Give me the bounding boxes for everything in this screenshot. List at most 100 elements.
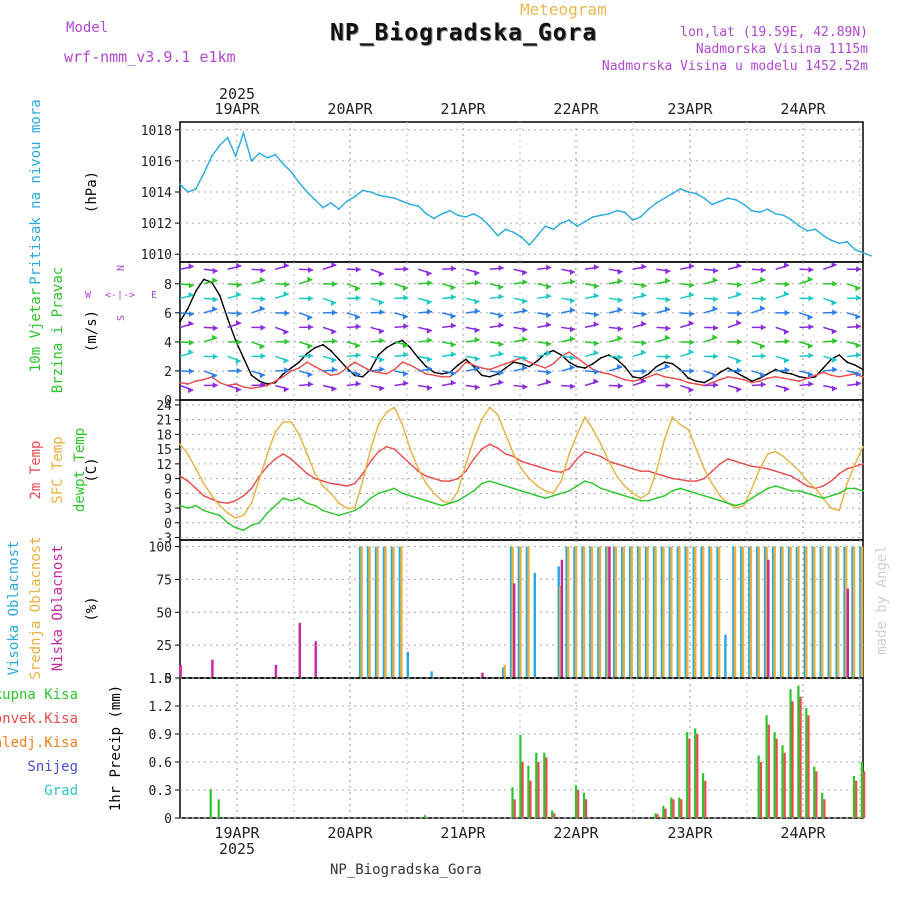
wind-arrow-head bbox=[522, 326, 528, 333]
x-day-bottom: 20APR bbox=[327, 824, 373, 842]
data-point bbox=[687, 428, 690, 431]
data-point bbox=[322, 485, 324, 487]
x-day-top: 20APR bbox=[327, 100, 373, 118]
bar-visoka-oblacnost bbox=[613, 546, 616, 678]
wind-arrow-head bbox=[498, 293, 504, 300]
data-point bbox=[735, 377, 737, 380]
data-point bbox=[457, 370, 459, 372]
data-point bbox=[814, 228, 817, 231]
bar-konvek-kisa bbox=[577, 790, 580, 818]
data-point bbox=[536, 364, 539, 366]
data-point bbox=[576, 357, 578, 359]
data-point bbox=[830, 507, 833, 509]
data-point bbox=[457, 214, 459, 217]
data-point bbox=[258, 152, 261, 155]
data-point bbox=[242, 494, 245, 497]
data-point bbox=[615, 358, 618, 361]
wind-arrow-head bbox=[689, 310, 695, 317]
data-point bbox=[457, 477, 459, 480]
bar-konvek-kisa bbox=[672, 799, 675, 818]
bar-srednja-oblacnost bbox=[662, 546, 665, 678]
data-point bbox=[417, 497, 420, 500]
wind-arrow-head bbox=[569, 364, 575, 371]
data-point bbox=[417, 357, 420, 359]
data-point bbox=[472, 364, 475, 366]
data-point bbox=[234, 499, 237, 502]
wind-arrow-head bbox=[450, 341, 456, 348]
data-point bbox=[290, 499, 293, 502]
data-point bbox=[409, 346, 412, 349]
data-point bbox=[663, 197, 666, 200]
wind-arrow-head bbox=[546, 312, 552, 319]
data-point bbox=[631, 219, 634, 221]
data-point bbox=[218, 501, 221, 504]
wind-arrow-head bbox=[403, 380, 409, 387]
data-point bbox=[202, 172, 205, 175]
wind-arrow-head bbox=[665, 353, 671, 360]
data-point bbox=[361, 472, 364, 475]
wind-arrow-head bbox=[736, 357, 742, 364]
data-point bbox=[862, 490, 864, 492]
wind-arrow-head bbox=[546, 321, 552, 328]
data-point bbox=[790, 463, 793, 465]
data-point bbox=[838, 375, 841, 378]
wind-arrow-head bbox=[617, 306, 623, 313]
wind-arrow-head bbox=[331, 261, 337, 268]
data-point bbox=[282, 453, 285, 455]
wind-arrow-head bbox=[236, 291, 242, 298]
data-point bbox=[266, 465, 269, 468]
bar-visoka-oblacnost bbox=[644, 546, 648, 678]
data-point bbox=[401, 423, 404, 426]
data-point bbox=[282, 163, 285, 165]
data-point bbox=[735, 460, 737, 463]
data-point bbox=[623, 378, 626, 381]
data-point bbox=[449, 375, 451, 378]
data-point bbox=[330, 492, 332, 495]
bar-srednja-oblacnost bbox=[384, 546, 387, 678]
wind-arrow-head bbox=[450, 351, 456, 358]
wind-arrow-head bbox=[665, 268, 671, 275]
wind-arrow-head bbox=[498, 312, 504, 319]
wind-arrow-head bbox=[474, 384, 480, 391]
bar-visoka-oblacnost bbox=[533, 572, 536, 678]
axis-unit: (C) bbox=[84, 457, 100, 482]
wind-arrow-head bbox=[403, 342, 409, 349]
wind-arrow-head bbox=[784, 281, 790, 288]
data-point bbox=[488, 480, 491, 482]
y-tick-label: 1.5 bbox=[149, 672, 172, 687]
wind-arrow-head bbox=[783, 290, 789, 297]
y-tick-label: 18 bbox=[156, 428, 172, 443]
bar-visoka-oblacnost bbox=[835, 546, 838, 678]
bar-srednja-oblacnost bbox=[757, 546, 760, 678]
wind-arrow-head bbox=[856, 294, 862, 301]
data-point bbox=[766, 467, 769, 470]
wind-arrow-head bbox=[593, 321, 599, 328]
data-point bbox=[552, 349, 555, 352]
x-day-top: 22APR bbox=[553, 100, 599, 118]
data-point bbox=[703, 381, 706, 384]
bar-ukupna-kisa bbox=[757, 755, 760, 818]
bar-konvek-kisa bbox=[783, 752, 786, 818]
wind-arrow-head bbox=[426, 299, 432, 306]
data-point bbox=[401, 492, 404, 495]
data-point bbox=[862, 251, 864, 254]
data-point bbox=[560, 480, 563, 482]
data-point bbox=[774, 368, 777, 371]
bar-srednja-oblacnost bbox=[749, 546, 753, 678]
data-point bbox=[195, 504, 197, 507]
model-elevation: Nadmorska Visina u modelu 1452.52m bbox=[601, 59, 868, 74]
data-point bbox=[679, 378, 682, 381]
data-point bbox=[552, 228, 555, 231]
data-point bbox=[766, 487, 769, 490]
bar-srednja-oblacnost bbox=[717, 546, 721, 678]
data-point bbox=[727, 502, 729, 505]
compass-arrows: <-|-> bbox=[105, 290, 135, 301]
bar-srednja-oblacnost bbox=[702, 546, 705, 678]
data-point bbox=[758, 380, 761, 382]
wind-arrow-head bbox=[665, 296, 671, 303]
axis-unit: (hPa) bbox=[84, 171, 100, 213]
ylabel-wind-1: 10m Vjetar bbox=[28, 288, 44, 372]
bar-visoka-oblacnost bbox=[692, 546, 695, 678]
data-point bbox=[433, 502, 435, 505]
wind-arrow-head bbox=[212, 334, 218, 341]
